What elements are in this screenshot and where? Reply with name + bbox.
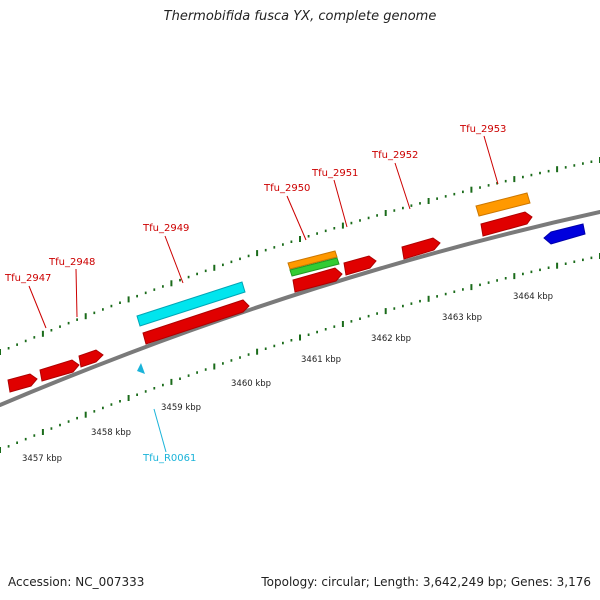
- kbp-label-3464: 3464 kbp: [513, 292, 553, 302]
- feature-tfu-2950-trna: [289, 257, 340, 277]
- feature-tfu-2953-rrna: [475, 192, 531, 217]
- label-tfu-r0061: Tfu_R0061: [142, 453, 196, 464]
- label-tfu-2952: Tfu_2952: [371, 150, 418, 161]
- feature-reverse-cds: [543, 223, 586, 245]
- label-tfu-2949: Tfu_2949: [142, 223, 189, 234]
- leader-tfu-2953: [483, 135, 499, 185]
- feature-tfu-r0061: [137, 363, 145, 374]
- inner-tick-track: [0, 253, 600, 453]
- leader-tfu-r0061: [153, 408, 167, 453]
- feature-tfu-2947: [7, 373, 38, 393]
- label-tfu-2948: Tfu_2948: [48, 257, 95, 268]
- topology-text: Topology: circular; Length: 3,642,249 bp…: [261, 575, 591, 589]
- label-tfu-2947: Tfu_2947: [4, 273, 51, 284]
- leader-tfu-2951: [333, 179, 348, 228]
- leader-tfu-2948: [75, 268, 78, 318]
- leader-tfu-2952: [394, 162, 411, 210]
- outer-tick-track: [0, 157, 600, 355]
- leader-tfu-2949: [164, 235, 184, 284]
- label-tfu-2951: Tfu_2951: [311, 168, 358, 179]
- kbp-label-3457: 3457 kbp: [22, 454, 62, 464]
- leader-tfu-2950: [286, 195, 307, 241]
- feature-tfu-2951: [343, 255, 377, 276]
- feature-tfu-2949-cds: [142, 299, 250, 345]
- label-tfu-2953: Tfu_2953: [459, 124, 506, 135]
- feature-tfu-2953-cds: [480, 211, 533, 237]
- feature-tfu-2950-rrna: [287, 250, 338, 270]
- kbp-label-3463: 3463 kbp: [442, 313, 482, 323]
- leader-tfu-2947: [28, 285, 47, 329]
- feature-tfu-2949-misc: [136, 281, 246, 327]
- label-tfu-2950: Tfu_2950: [263, 183, 310, 194]
- kbp-label-3458: 3458 kbp: [91, 428, 131, 438]
- kbp-label-3462: 3462 kbp: [371, 334, 411, 344]
- feature-tfu-2948a: [39, 359, 80, 382]
- feature-tfu-2950-cds: [292, 267, 343, 293]
- kbp-label-3459: 3459 kbp: [161, 403, 201, 413]
- map-title: Thermobifida fusca YX, complete genome: [163, 9, 437, 24]
- feature-tfu-2952: [401, 237, 441, 260]
- accession-text: Accession: NC_007333: [8, 575, 145, 589]
- genome-backbone: [0, 210, 600, 407]
- feature-tfu-2948b: [78, 349, 104, 368]
- kbp-label-3461: 3461 kbp: [301, 355, 341, 365]
- kbp-label-3460: 3460 kbp: [231, 379, 271, 389]
